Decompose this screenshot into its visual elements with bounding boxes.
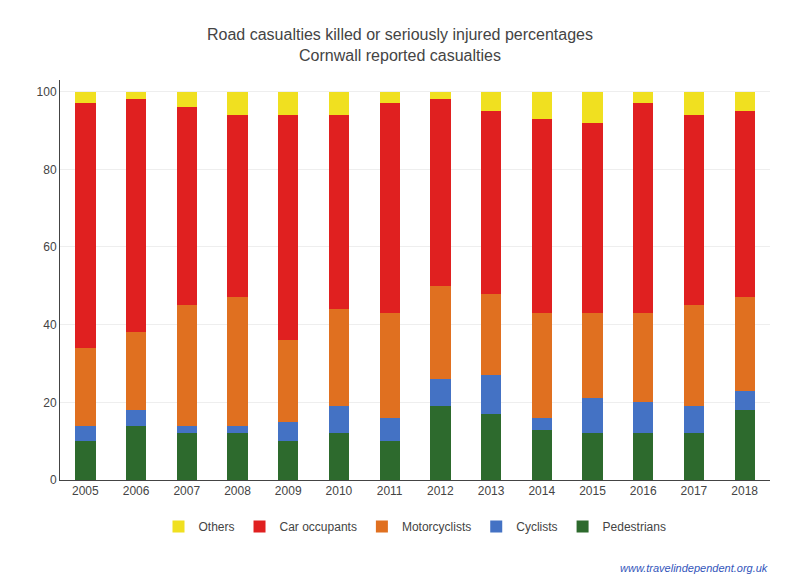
svg-text:www.travelindependent.org.uk: www.travelindependent.org.uk bbox=[620, 562, 768, 574]
svg-text:2016: 2016 bbox=[630, 484, 657, 498]
svg-text:20: 20 bbox=[43, 396, 57, 410]
svg-text:2014: 2014 bbox=[528, 484, 555, 498]
svg-text:2008: 2008 bbox=[224, 484, 251, 498]
svg-text:Car occupants: Car occupants bbox=[280, 520, 357, 534]
svg-text:40: 40 bbox=[43, 318, 57, 332]
svg-text:100: 100 bbox=[37, 85, 57, 99]
svg-text:Road casualties killed or seri: Road casualties killed or seriously inju… bbox=[207, 26, 593, 64]
svg-text:2017: 2017 bbox=[681, 484, 708, 498]
svg-text:80: 80 bbox=[43, 163, 57, 177]
svg-text:Others: Others bbox=[199, 520, 235, 534]
svg-text:Pedestrians: Pedestrians bbox=[603, 520, 666, 534]
svg-text:0: 0 bbox=[50, 473, 57, 487]
svg-text:2018: 2018 bbox=[731, 484, 758, 498]
svg-text:2005: 2005 bbox=[72, 484, 99, 498]
svg-text:60: 60 bbox=[43, 240, 57, 254]
svg-text:2009: 2009 bbox=[275, 484, 302, 498]
svg-text:2007: 2007 bbox=[173, 484, 200, 498]
svg-text:2013: 2013 bbox=[478, 484, 505, 498]
svg-text:Cyclists: Cyclists bbox=[516, 520, 557, 534]
svg-text:2006: 2006 bbox=[123, 484, 150, 498]
svg-text:2015: 2015 bbox=[579, 484, 606, 498]
svg-text:2011: 2011 bbox=[377, 484, 403, 498]
svg-text:2010: 2010 bbox=[326, 484, 353, 498]
svg-text:2012: 2012 bbox=[427, 484, 454, 498]
svg-text:Motorcyclists: Motorcyclists bbox=[402, 520, 471, 534]
